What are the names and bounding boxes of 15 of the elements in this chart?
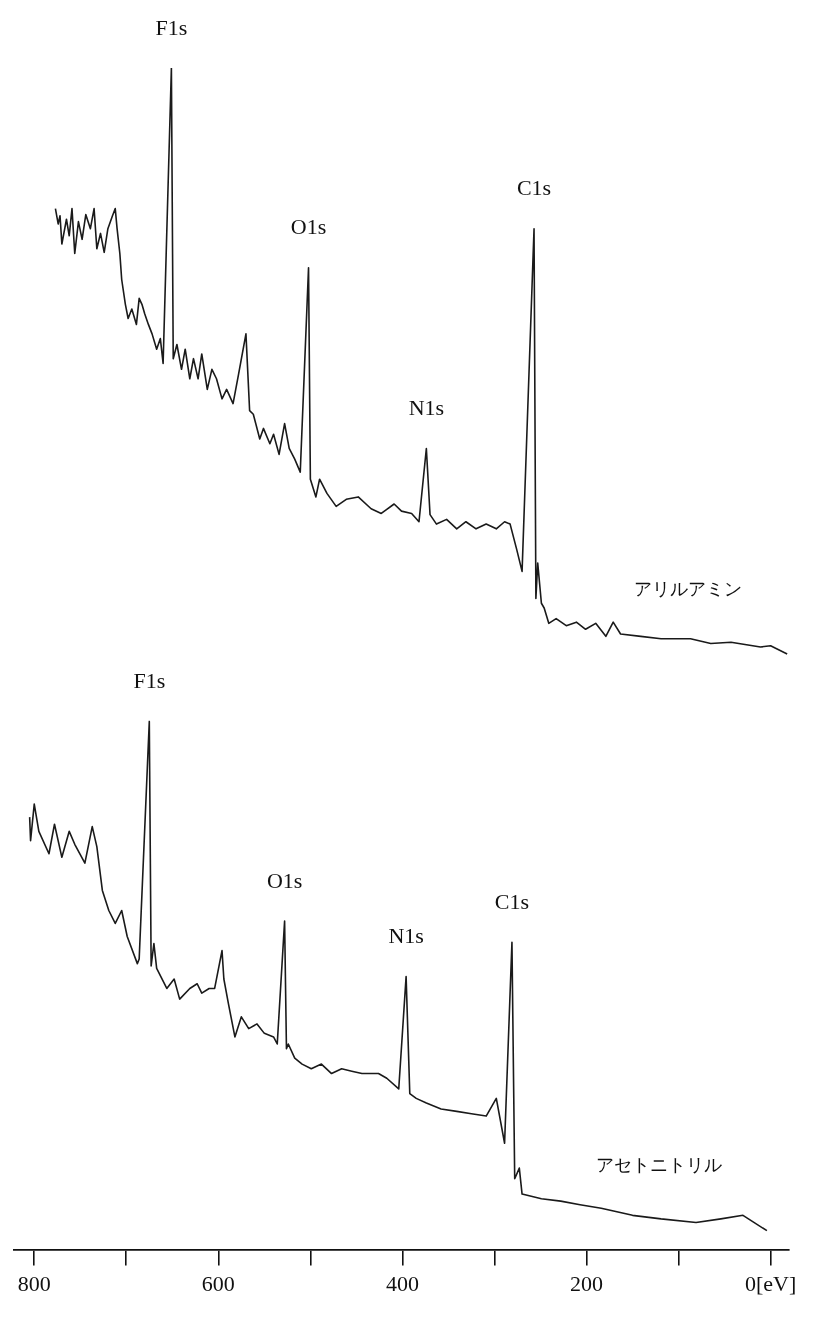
annotation: N1s xyxy=(408,395,445,421)
x-tick-label: 400 xyxy=(385,1270,419,1296)
annotation: O1s xyxy=(266,867,303,893)
series-label: アリルアミン xyxy=(634,578,743,599)
annotation: N1s xyxy=(388,923,424,949)
annotation: F1s xyxy=(133,668,166,694)
x-tick-label: 200 xyxy=(570,1270,604,1296)
annotation: C1s xyxy=(516,175,552,201)
annotation: O1s xyxy=(290,214,327,240)
annotation: C1s xyxy=(494,889,530,915)
series-label: アセトニトリル xyxy=(595,1155,722,1176)
x-tick-label: 600 xyxy=(201,1270,235,1296)
x-tick-label: 800 xyxy=(17,1270,51,1296)
x-tick-label: 0[eV] xyxy=(744,1270,797,1296)
annotation: F1s xyxy=(155,14,188,40)
